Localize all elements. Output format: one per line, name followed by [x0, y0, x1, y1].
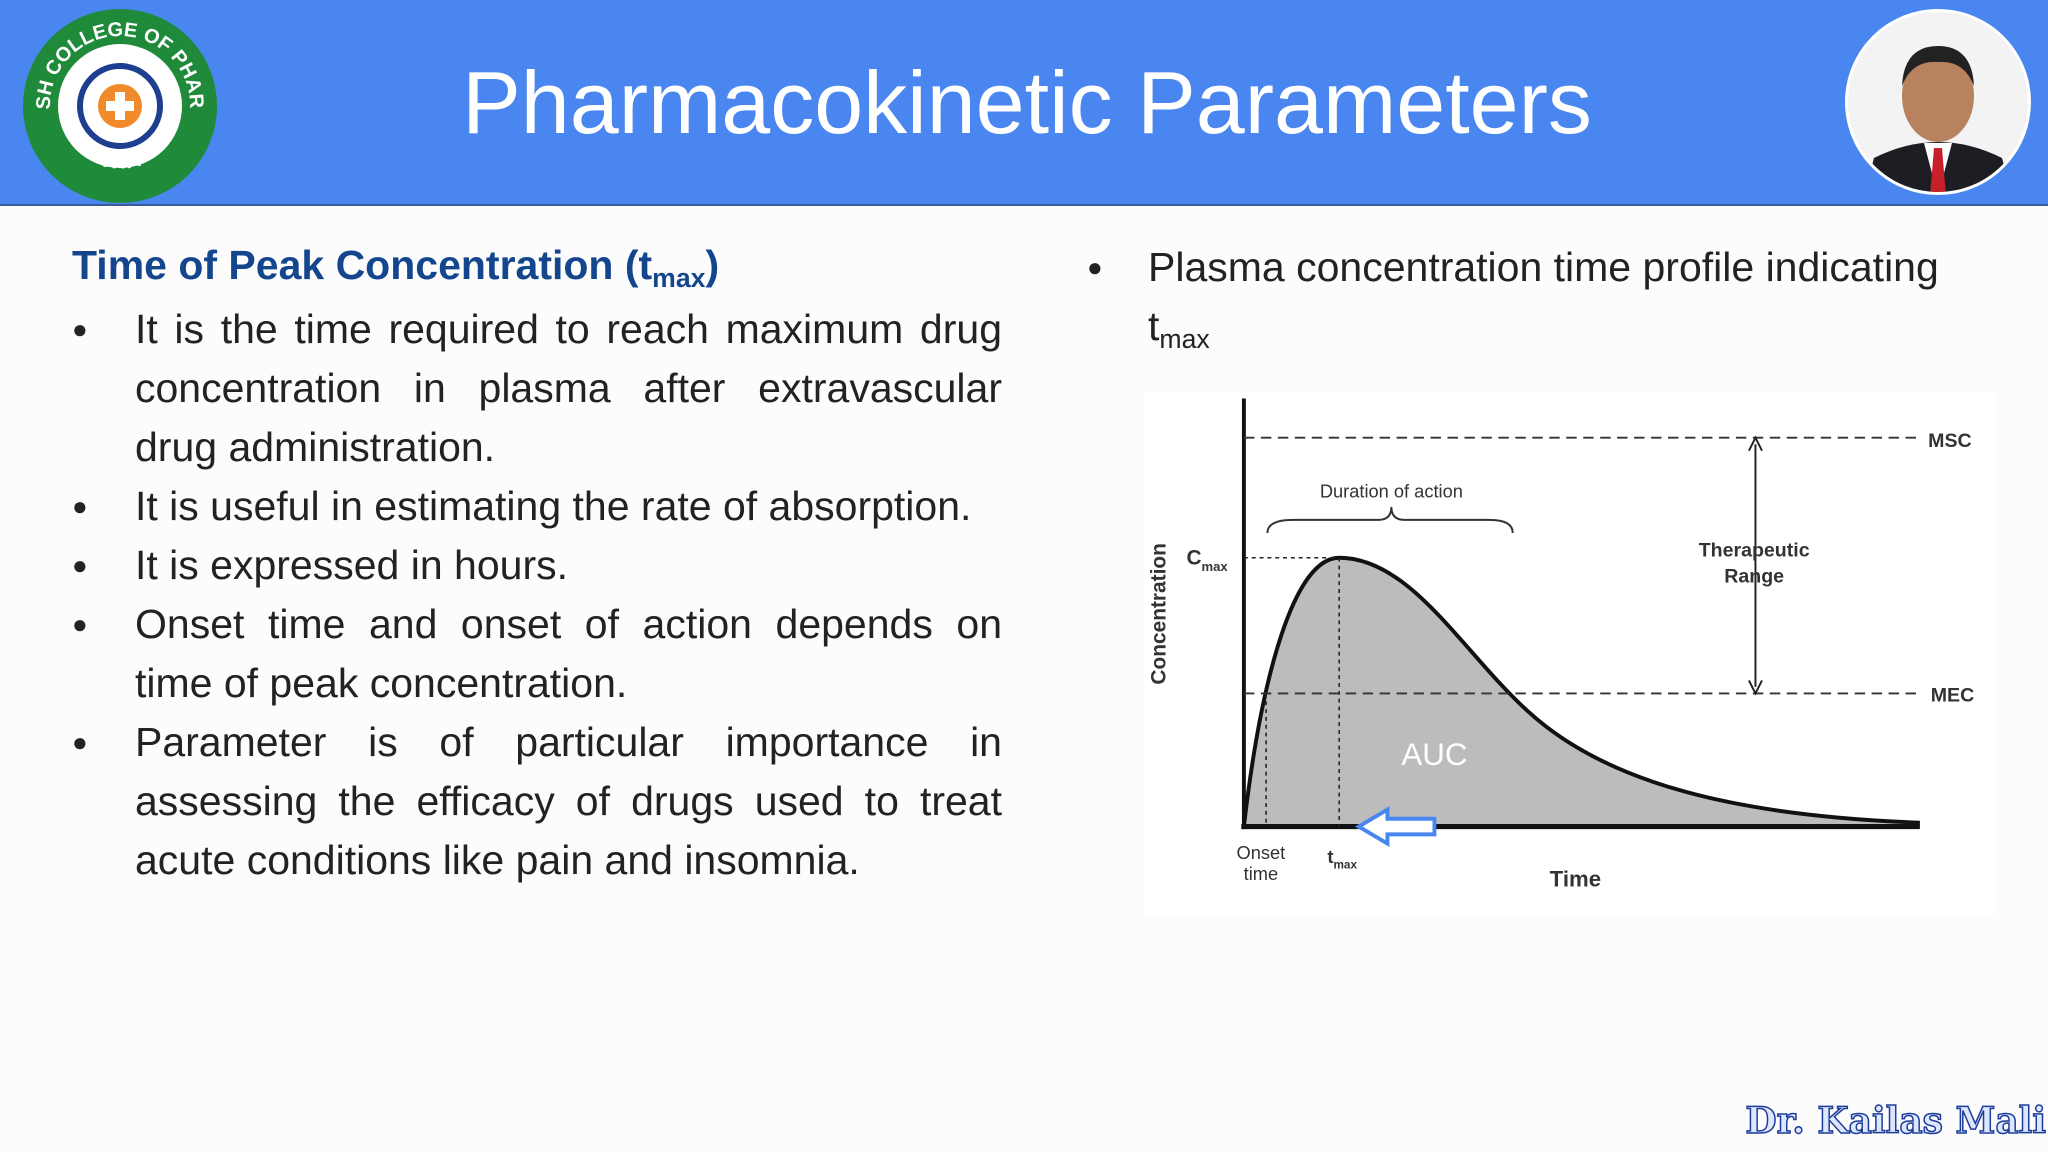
footer-author: Dr. Kailas Mali	[1745, 1099, 2047, 1143]
cmax-label: Cmax	[1186, 546, 1228, 574]
bullet-t: t	[1148, 303, 1160, 349]
auc-area	[1243, 557, 1920, 827]
photo-face	[1902, 50, 1974, 142]
x-axis-label: Time	[1550, 867, 1601, 892]
bullet-list: It is the time required to reach maximum…	[72, 300, 1002, 890]
photo-hair	[1902, 46, 1974, 86]
auc-label: AUC	[1401, 737, 1467, 772]
section-heading: Time of Peak Concentration (tmax)	[72, 242, 720, 291]
bullet-item: It is useful in estimating the rate of a…	[72, 477, 1002, 536]
photo-tie	[1930, 148, 1946, 192]
bullet-text: Plasma concentration time profile indica…	[1148, 244, 1939, 290]
tmax-sub: max	[1334, 858, 1358, 871]
range-label: Range	[1724, 566, 1784, 588]
curve	[1241, 555, 1920, 827]
duration-brace	[1266, 506, 1514, 534]
presenter-photo	[1845, 9, 2031, 195]
header: ADARSH COLLEGE OF PHARMACY VITA Pharmaco…	[0, 0, 2048, 206]
heading-text: Time of Peak Concentration (t	[72, 242, 653, 288]
figure-bg	[1143, 392, 1996, 914]
therapeutic-label: Therapeutic	[1699, 539, 1810, 561]
bullet-item: Parameter is of particular importance in…	[72, 713, 1002, 890]
logo-atom	[77, 63, 163, 149]
tmax-label: tmax	[1327, 846, 1357, 871]
right-bullet: ● Plasma concentration time profile indic…	[1087, 244, 1939, 354]
heading-close: )	[705, 242, 720, 288]
logo-cross	[106, 101, 134, 111]
onset-label: Onset	[1237, 842, 1286, 863]
cmax-c: C	[1186, 546, 1201, 569]
logo-place: VITA	[97, 149, 143, 174]
time-label: time	[1244, 863, 1278, 884]
bullet-sub: max	[1159, 323, 1210, 354]
cmax-sub: max	[1202, 559, 1229, 574]
range-arrowheads	[1748, 435, 1763, 696]
heading-sub: max	[652, 262, 706, 293]
y-axis-label: Concentration	[1148, 543, 1171, 685]
slide-title: Pharmacokinetic Parameters	[462, 53, 1592, 152]
pk-figure: Duration of action Therapeutic Range MSC…	[1143, 392, 1996, 914]
bullet-item: It is the time required to reach maximum…	[72, 300, 1002, 477]
bullet-item: Onset time and onset of action depends o…	[72, 595, 1002, 713]
tmax-arrow	[1354, 806, 1437, 847]
duration-label: Duration of action	[1320, 481, 1463, 502]
mec-label: MEC	[1931, 684, 1974, 706]
bullet-item: It is expressed in hours.	[72, 536, 1002, 595]
logo: ADARSH COLLEGE OF PHARMACY VITA	[20, 6, 217, 203]
tmax-t: t	[1327, 846, 1333, 867]
msc-label: MSC	[1928, 430, 1971, 452]
logo-text: VITA	[97, 149, 143, 174]
